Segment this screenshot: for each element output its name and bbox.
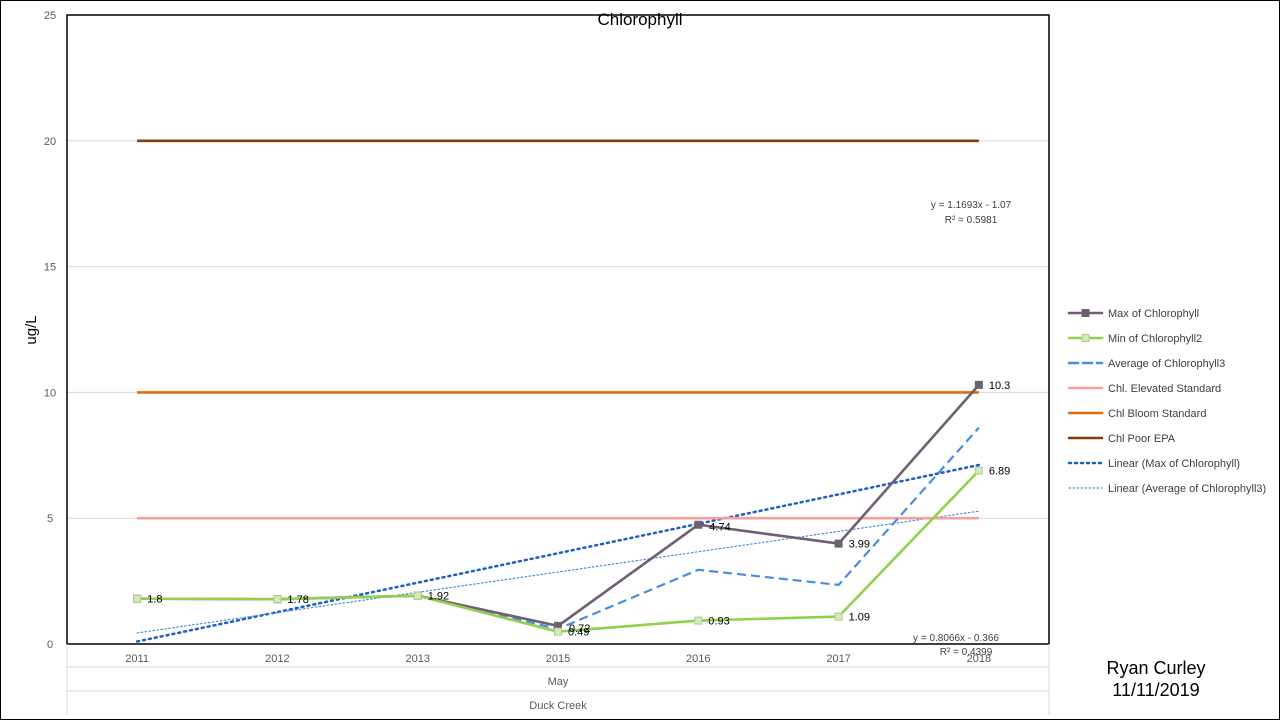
data-point-marker: [834, 539, 843, 548]
data-label: 0.72: [569, 623, 590, 635]
y-tick-label: 15: [44, 262, 56, 274]
trendline-equation-average: y = 0.8066x - 0.366: [913, 633, 999, 644]
legend-label: Chl Poor EPA: [1108, 433, 1176, 445]
x-tick-label: 2017: [826, 653, 850, 665]
category-group-label: May: [548, 676, 569, 688]
trendline-r2-average: R² = 0.4399: [940, 647, 993, 658]
legend: Max of Chlorophyll Min of Chlorophyll2 Ave…: [1067, 308, 1266, 495]
data-point-marker: [834, 612, 843, 621]
data-label: 3.99: [849, 539, 870, 551]
legend-marker: [1081, 309, 1090, 317]
y-axis-ticks: 0 5 10 15 20 25: [44, 10, 56, 651]
legend-label: Max of Chlorophyll: [1108, 308, 1199, 320]
legend-marker: [1081, 334, 1090, 342]
legend-label: Average of Chlorophyll3: [1108, 358, 1225, 370]
legend-label: Linear (Average of Chlorophyll3): [1108, 483, 1266, 495]
data-label: 10.3: [989, 380, 1010, 392]
data-point-marker: [554, 627, 562, 636]
data-label: 1.78: [287, 594, 308, 606]
footer: Ryan Curley 11/11/2019: [1056, 657, 1256, 701]
y-tick-label: 0: [47, 639, 53, 651]
legend-label: Chl Bloom Standard: [1108, 408, 1206, 420]
y-tick-label: 25: [44, 10, 56, 22]
series-lines: [133, 139, 983, 636]
plot-area-border: [66, 14, 1050, 645]
data-label: 6.89: [989, 466, 1010, 478]
trendline-r2-max: R² = 0.5981: [945, 215, 998, 226]
data-label: 0.93: [708, 616, 729, 628]
data-label: 0.49: [568, 627, 589, 639]
y-tick-label: 5: [47, 513, 53, 525]
data-point-marker: [694, 520, 703, 529]
data-point-marker: [133, 594, 142, 603]
trendline-linear-average-of-chlorophyll3: [136, 510, 980, 634]
trendlines: [135, 463, 981, 643]
x-tick-label: 2018: [967, 653, 991, 665]
x-tick-label: 2013: [405, 653, 429, 665]
x-tick-label: 2011: [125, 653, 149, 665]
data-point-marker: [273, 595, 282, 604]
y-tick-label: 20: [44, 136, 56, 148]
x-tick-label: 2012: [265, 653, 289, 665]
y-tick-label: 10: [44, 387, 56, 399]
legend-label: Linear (Max of Chlorophyll): [1108, 458, 1240, 470]
author-name: Ryan Curley: [1106, 658, 1206, 678]
data-point-marker: [974, 380, 983, 389]
legend-label: Chl. Elevated Standard: [1108, 383, 1221, 395]
category-axis: 2011 2012 2013 2015 2016 2017 2018: [66, 644, 1050, 715]
legend-label: Min of Chlorophyll2: [1108, 333, 1202, 345]
data-point-marker: [413, 591, 422, 600]
footer-date: 11/11/2019: [1112, 680, 1200, 700]
y-axis-label: ug/L: [23, 315, 40, 344]
chart-title: Chlorophyll: [597, 10, 682, 29]
category-group2-label: Duck Creek: [529, 700, 587, 712]
data-label: 1.92: [428, 591, 449, 603]
data-labels: 3.99 10.3 1.8 1.78 1.92 0.49 0.93 1.09 6.89 0.72 4…: [147, 380, 1010, 639]
data-point-marker: [694, 616, 703, 625]
data-point-marker: [974, 466, 983, 475]
trendline-equation-max: y = 1.1693x - 1.07: [931, 200, 1012, 211]
x-tick-label: 2015: [546, 653, 570, 665]
data-label: 4.74: [709, 522, 730, 534]
data-label: 1.8: [147, 594, 162, 606]
x-tick-label: 2016: [686, 653, 710, 665]
data-label: 1.09: [849, 612, 870, 624]
trendline-linear-max-of-chlorophyll: [135, 463, 981, 643]
